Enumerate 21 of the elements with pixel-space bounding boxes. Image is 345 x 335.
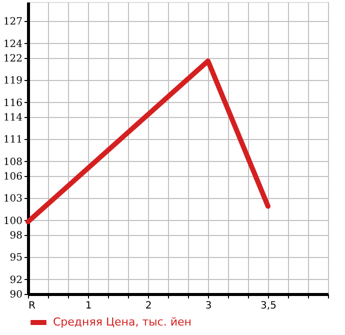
y-tick-label: 95 — [10, 252, 22, 264]
y-tick-label: 111 — [3, 134, 22, 146]
y-tick-label: 127 — [3, 16, 22, 28]
x-tick-label: 1 — [85, 300, 92, 312]
y-tick-label: 92 — [10, 274, 22, 286]
y-tick-label: 122 — [3, 54, 22, 65]
y-tick-label: 103 — [3, 194, 22, 205]
y-tick-label: 114 — [3, 112, 22, 124]
y-tick-label: 108 — [3, 156, 22, 168]
y-tick-label: 100 — [3, 216, 22, 227]
x-tick-label: 3 — [205, 300, 212, 312]
y-tick-label: 106 — [3, 172, 22, 183]
y-tick-label: 116 — [3, 98, 22, 109]
x-tick-label: 2 — [145, 300, 152, 312]
legend-label: Средняя Цена, тыс. йен — [53, 316, 192, 328]
x-tick-label: R — [28, 300, 36, 312]
y-tick-label: 90 — [10, 290, 22, 300]
y-tick-label: 119 — [3, 76, 22, 87]
y-tick-label: 124 — [3, 38, 22, 50]
x-tick-label: 3,5 — [260, 300, 276, 312]
y-tick-label: 98 — [10, 230, 22, 242]
